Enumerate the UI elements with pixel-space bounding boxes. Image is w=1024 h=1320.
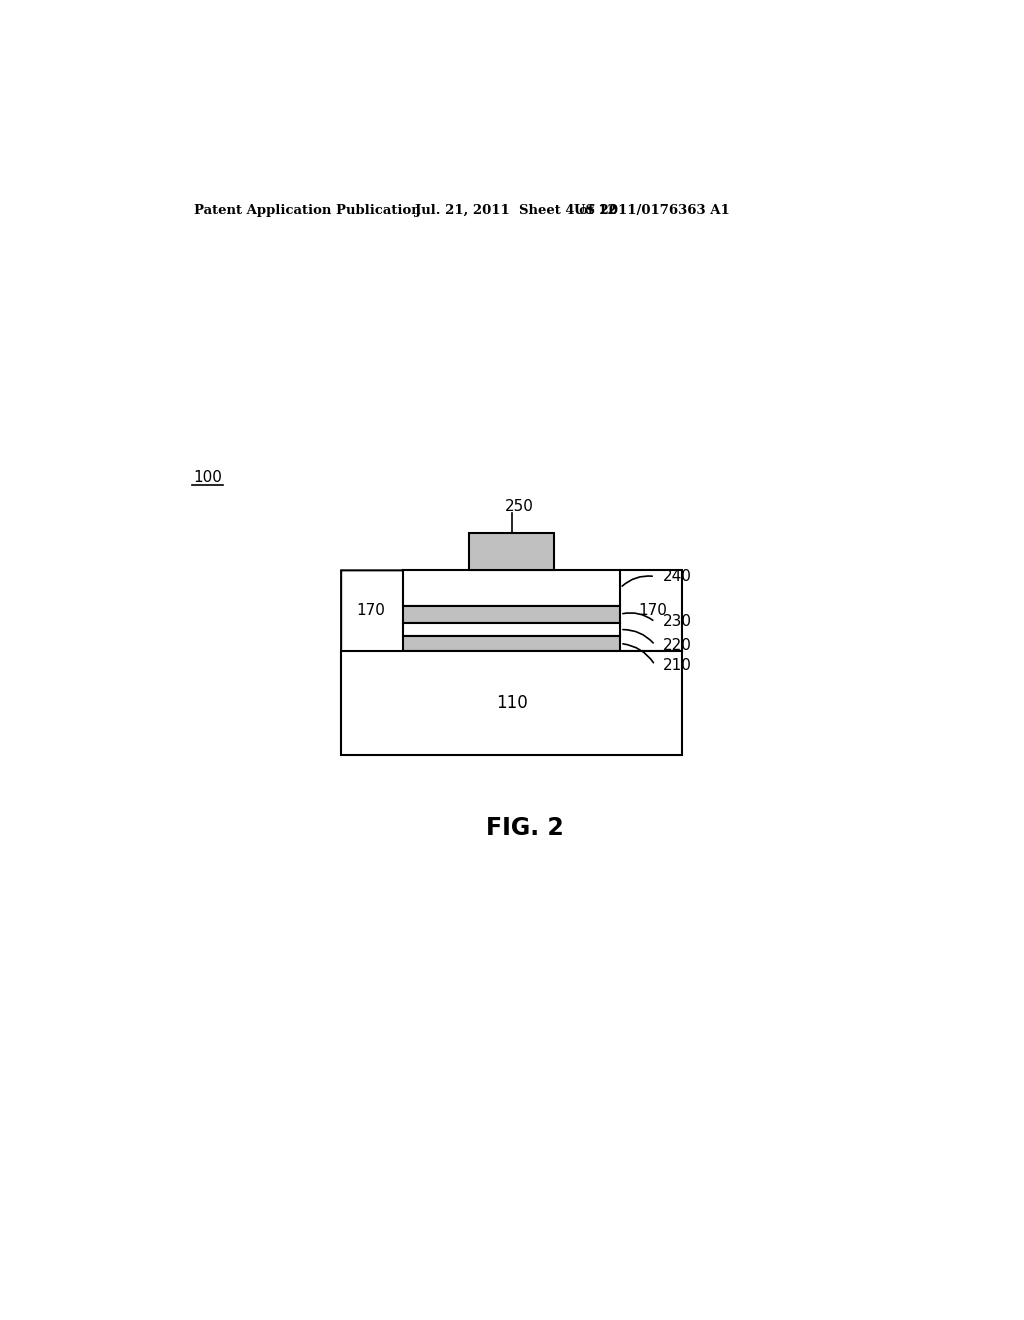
- Text: 170: 170: [638, 603, 667, 618]
- Polygon shape: [341, 570, 419, 651]
- Text: Jul. 21, 2011  Sheet 4 of 12: Jul. 21, 2011 Sheet 4 of 12: [415, 205, 616, 218]
- Text: 230: 230: [663, 614, 692, 630]
- Bar: [403, 623, 621, 636]
- Text: 220: 220: [663, 638, 691, 652]
- Text: US 2011/0176363 A1: US 2011/0176363 A1: [573, 205, 729, 218]
- Text: 210: 210: [663, 657, 691, 673]
- Text: 240: 240: [663, 569, 691, 583]
- Text: Patent Application Publication: Patent Application Publication: [194, 205, 421, 218]
- Bar: [469, 533, 554, 570]
- Text: FIG. 2: FIG. 2: [486, 816, 563, 841]
- Text: 250: 250: [505, 499, 534, 513]
- Polygon shape: [604, 570, 682, 651]
- Bar: [403, 636, 621, 651]
- Text: 100: 100: [194, 470, 222, 486]
- Text: 170: 170: [356, 603, 385, 618]
- Text: 110: 110: [496, 694, 527, 713]
- Bar: [403, 606, 621, 623]
- Bar: [341, 651, 682, 755]
- Bar: [403, 570, 621, 606]
